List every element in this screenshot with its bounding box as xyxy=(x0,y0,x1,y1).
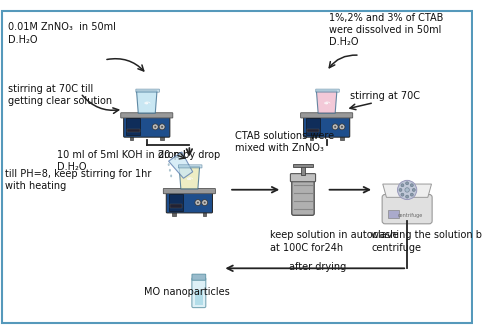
Bar xyxy=(160,136,164,141)
Circle shape xyxy=(154,126,156,128)
Polygon shape xyxy=(383,184,432,197)
Circle shape xyxy=(195,200,201,206)
FancyBboxPatch shape xyxy=(164,188,216,194)
FancyBboxPatch shape xyxy=(136,89,160,92)
Circle shape xyxy=(401,184,404,187)
Bar xyxy=(307,129,320,132)
FancyBboxPatch shape xyxy=(178,165,202,168)
Circle shape xyxy=(410,193,414,196)
Bar xyxy=(169,194,183,211)
FancyBboxPatch shape xyxy=(192,274,205,280)
Circle shape xyxy=(202,200,207,206)
Circle shape xyxy=(399,188,402,191)
Text: washing the solution b
centrifuge: washing the solution b centrifuge xyxy=(371,230,482,253)
Text: till PH=8, keep stirring for 1hr
with heating: till PH=8, keep stirring for 1hr with he… xyxy=(4,169,151,191)
Bar xyxy=(194,290,203,305)
Circle shape xyxy=(152,124,158,130)
FancyBboxPatch shape xyxy=(120,113,173,118)
Text: 0.01M ZnNO₃  in 50ml
D.H₂O: 0.01M ZnNO₃ in 50ml D.H₂O xyxy=(8,22,116,44)
Circle shape xyxy=(412,188,416,191)
Bar xyxy=(293,164,313,167)
FancyBboxPatch shape xyxy=(290,174,316,182)
Circle shape xyxy=(204,202,206,204)
FancyBboxPatch shape xyxy=(304,117,350,137)
FancyBboxPatch shape xyxy=(300,113,352,118)
Circle shape xyxy=(406,182,408,185)
Bar xyxy=(306,118,320,135)
FancyBboxPatch shape xyxy=(292,179,314,215)
Polygon shape xyxy=(316,91,337,113)
Text: after drying: after drying xyxy=(289,262,346,272)
Polygon shape xyxy=(168,152,192,178)
Bar xyxy=(130,136,133,141)
Circle shape xyxy=(161,126,163,128)
Bar xyxy=(340,136,344,141)
Ellipse shape xyxy=(169,169,171,172)
Circle shape xyxy=(410,184,414,187)
Text: stirring at 70C: stirring at 70C xyxy=(350,91,420,101)
Bar xyxy=(170,204,182,208)
Circle shape xyxy=(339,124,345,130)
FancyBboxPatch shape xyxy=(192,278,206,308)
Text: CTAB solutions were
mixed with ZnNO₃: CTAB solutions were mixed with ZnNO₃ xyxy=(235,131,334,153)
Bar xyxy=(127,129,140,132)
Ellipse shape xyxy=(170,174,172,177)
Circle shape xyxy=(332,124,338,130)
Ellipse shape xyxy=(168,163,170,166)
Bar xyxy=(172,212,176,216)
Circle shape xyxy=(334,126,336,128)
Text: drop by drop: drop by drop xyxy=(158,150,220,160)
FancyBboxPatch shape xyxy=(382,194,432,224)
Bar xyxy=(203,212,206,216)
Bar xyxy=(388,210,399,218)
Text: 10 ml of 5ml KOH in 20 ml
D.H₂O: 10 ml of 5ml KOH in 20 ml D.H₂O xyxy=(57,150,186,172)
FancyBboxPatch shape xyxy=(166,192,212,213)
Bar xyxy=(126,118,140,135)
FancyBboxPatch shape xyxy=(2,11,472,323)
Circle shape xyxy=(401,193,404,196)
Text: 1%,2% and 3% of CTAB
were dissolved in 50ml
D.H₂O: 1%,2% and 3% of CTAB were dissolved in 5… xyxy=(330,13,444,47)
Text: keep solution in autoclave
at 100C for24h: keep solution in autoclave at 100C for24… xyxy=(270,230,398,253)
Circle shape xyxy=(341,126,343,128)
Text: MO nanoparticles: MO nanoparticles xyxy=(144,287,230,297)
Circle shape xyxy=(398,180,416,199)
FancyBboxPatch shape xyxy=(316,89,340,92)
FancyBboxPatch shape xyxy=(124,117,170,137)
Circle shape xyxy=(405,188,409,192)
Bar xyxy=(310,136,313,141)
Polygon shape xyxy=(179,167,200,189)
Text: stirring at 70C till
getting clear solution: stirring at 70C till getting clear solut… xyxy=(8,84,112,106)
Text: centrifuge: centrifuge xyxy=(398,212,423,217)
Circle shape xyxy=(159,124,165,130)
Polygon shape xyxy=(136,91,157,113)
Circle shape xyxy=(197,202,199,204)
Bar xyxy=(302,165,304,175)
Circle shape xyxy=(406,195,408,198)
